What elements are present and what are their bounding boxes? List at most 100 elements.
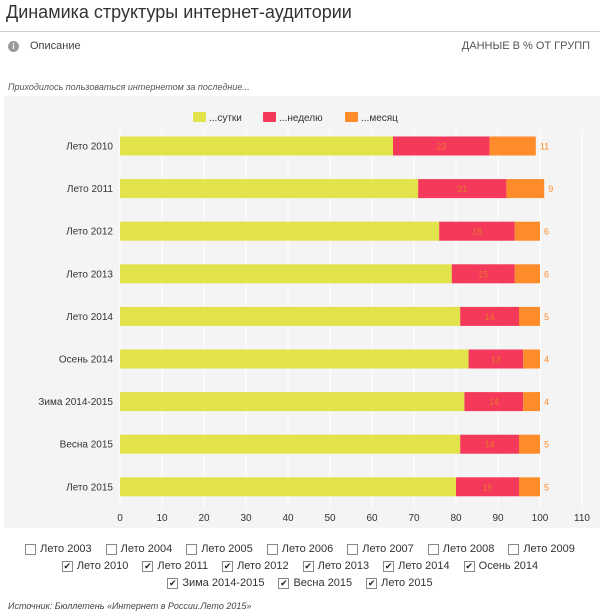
data-label: 15 (482, 482, 492, 492)
filter-row: ✔ Лето 2010 ✔ Лето 2011 ✔ Лето 2012 ✔ Лето 2013… (0, 558, 600, 574)
units-label: ДАННЫЕ В % ОТ ГРУПП (461, 40, 590, 52)
filter-item[interactable]: Лето 2007 (347, 541, 414, 557)
filter-label: Лето 2011 (157, 560, 209, 572)
data-label: 15 (478, 269, 488, 279)
x-tick-label: 50 (324, 513, 336, 524)
filter-label: Лето 2012 (237, 560, 289, 572)
bar-segment (120, 434, 461, 454)
filter-label: Лето 2014 (398, 560, 450, 572)
data-label: 6 (544, 269, 549, 279)
filter-item[interactable]: ✔ Лето 2013 (302, 558, 369, 574)
x-tick-label: 0 (117, 513, 123, 524)
filter-item[interactable]: Лето 2006 (266, 541, 334, 557)
header-divider (0, 31, 600, 32)
bar-segment (519, 306, 540, 326)
category-label: Лето 2013 (66, 269, 113, 280)
bar-segment (519, 434, 540, 454)
x-tick-label: 90 (492, 513, 504, 524)
filter-checkbox[interactable] (186, 543, 198, 555)
filter-checkbox[interactable]: ✔ (167, 577, 179, 589)
category-label: Лето 2015 (66, 482, 113, 493)
legend-swatch (263, 112, 276, 122)
filter-label: Лето 2010 (76, 560, 129, 572)
filter-checkbox[interactable]: ✔ (61, 560, 73, 572)
x-tick-label: 40 (282, 513, 294, 524)
filter-label: Лето 2004 (120, 543, 173, 555)
info-icon: i (8, 40, 19, 52)
legend-swatch (345, 112, 358, 122)
bar-segment (120, 349, 469, 369)
bar-segment (489, 136, 536, 156)
filter-label: Весна 2015 (293, 577, 353, 589)
filter-item[interactable]: ✔ Лето 2015 (366, 575, 433, 591)
filter-item[interactable]: Лето 2003 (25, 541, 92, 557)
filter-checkbox[interactable]: ✔ (278, 577, 290, 589)
filter-checkbox[interactable] (508, 543, 520, 555)
filter-checkbox[interactable] (266, 543, 278, 555)
x-tick-label: 100 (532, 513, 549, 524)
filter-item[interactable]: Лето 2005 (186, 541, 253, 557)
bar-segment (120, 392, 465, 412)
filter-checkbox[interactable]: ✔ (302, 560, 314, 572)
filter-checkbox[interactable] (427, 543, 439, 555)
filter-label: Лето 2008 (442, 543, 495, 555)
filter-checkbox[interactable] (25, 543, 37, 555)
chart-subtitle: Приходилось пользоваться интернетом за п… (8, 82, 250, 92)
data-label: 4 (544, 397, 549, 407)
filter-item[interactable]: ✔ Зима 2014-2015 (167, 575, 264, 591)
legend-label: ...неделю (279, 113, 323, 124)
bar-segment (418, 179, 507, 199)
data-label: 14 (485, 440, 495, 450)
bar-segment (456, 477, 519, 497)
filter-row: ✔ Зима 2014-2015 ✔ Весна 2015 ✔ Лето 2015 (0, 575, 600, 591)
data-label: 14 (489, 397, 499, 407)
data-label: 5 (544, 312, 549, 322)
filter-checkbox[interactable]: ✔ (222, 560, 234, 572)
bar-segment (120, 136, 393, 156)
bar-segment (523, 392, 540, 412)
category-label: Лето 2014 (66, 312, 113, 323)
filter-item[interactable]: Лето 2008 (427, 541, 495, 557)
source-note: Источник: Бюллетень «Интернет в России.Л… (8, 601, 252, 611)
filter-item[interactable]: ✔ Весна 2015 (278, 575, 352, 591)
filter-label: Зима 2014-2015 (182, 577, 265, 589)
x-tick-label: 70 (408, 513, 420, 524)
period-filters: Лето 2003 Лето 2004 Лето 2005 Лето 2006 Лето… (0, 541, 600, 592)
category-label: Весна 2015 (60, 440, 114, 451)
bar-segment (451, 264, 515, 284)
filter-item[interactable]: Лето 2009 (508, 541, 575, 557)
category-label: Лето 2010 (66, 142, 113, 153)
filter-label: Лето 2005 (201, 543, 253, 555)
data-label: 9 (548, 184, 553, 194)
bar-segment (120, 306, 461, 326)
data-label: 4 (544, 355, 549, 365)
filter-item[interactable]: ✔ Лето 2011 (142, 558, 208, 574)
filter-item[interactable]: ✔ Лето 2014 (383, 558, 450, 574)
filter-checkbox[interactable]: ✔ (463, 560, 475, 572)
filter-label: Лето 2006 (281, 543, 334, 555)
data-label: 18 (472, 227, 482, 237)
bar-segment (506, 179, 545, 199)
filter-checkbox[interactable]: ✔ (366, 577, 378, 589)
filter-checkbox[interactable]: ✔ (383, 560, 395, 572)
description-toggle[interactable]: i Описание (8, 40, 81, 52)
bar-segment (519, 477, 540, 497)
filter-item[interactable]: Лето 2004 (105, 541, 173, 557)
x-tick-label: 30 (240, 513, 252, 524)
filter-checkbox[interactable] (105, 543, 117, 555)
filter-checkbox[interactable]: ✔ (142, 560, 154, 572)
bar-segment (393, 136, 490, 156)
data-label: 14 (485, 312, 495, 322)
category-label: Лето 2011 (67, 184, 114, 195)
filter-item[interactable]: ✔ Лето 2010 (61, 558, 129, 574)
filter-label: Лето 2007 (362, 543, 414, 555)
legend-swatch (193, 112, 206, 122)
filter-checkbox[interactable] (347, 543, 359, 555)
bar-segment (464, 392, 524, 412)
legend-label: ...сутки (209, 113, 242, 124)
filter-item[interactable]: ✔ Осень 2014 (463, 558, 538, 574)
filter-row: Лето 2003 Лето 2004 Лето 2005 Лето 2006 Лето… (0, 541, 600, 557)
bar-segment (120, 264, 452, 284)
bar-segment (120, 179, 419, 199)
filter-item[interactable]: ✔ Лето 2012 (222, 558, 289, 574)
